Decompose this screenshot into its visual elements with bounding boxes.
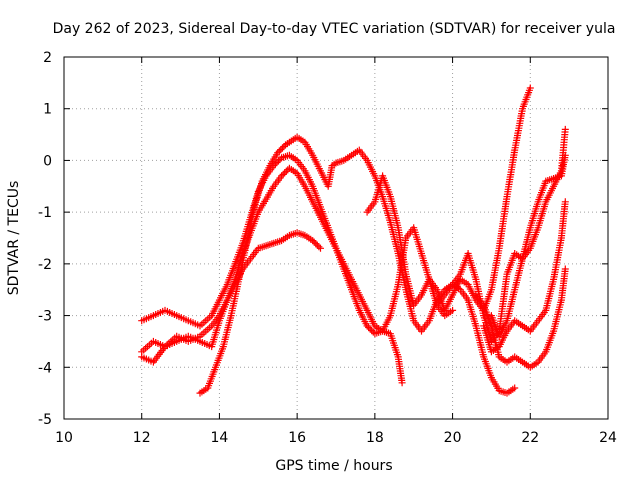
x-tick-label: 14 [211,430,229,446]
data-points [138,84,569,397]
data-point-marker [275,157,282,165]
plot-frame [63,56,609,420]
x-tick-label: 20 [444,430,462,446]
data-point-marker [368,327,376,335]
data-point-marker [313,241,321,249]
series-track-3 [138,151,457,338]
series-track-9 [487,151,569,340]
x-tick-label: 16 [288,430,306,446]
data-point-marker [275,147,283,155]
y-tick-label: -1 [38,205,52,221]
series-track-4 [196,133,519,397]
y-tick-label: -2 [38,257,52,273]
data-point-marker [561,151,569,159]
data-point-marker [561,125,569,133]
x-tick-label: 18 [366,430,384,446]
data-point-marker [449,306,457,314]
data-point-marker [315,243,323,251]
data-point-marker [366,325,374,333]
y-tick-label: -3 [38,309,52,325]
data-point-marker [282,167,290,175]
data-point-marker [363,322,371,330]
y-axis-label: SDTVAR / TECUs [6,181,22,296]
y-tick-label: -4 [38,360,52,376]
data-point-marker [317,244,324,252]
y-tick-label: -5 [38,412,52,428]
x-tick-label: 10 [55,430,73,446]
data-point-marker [561,265,569,273]
x-tick-label: 22 [521,430,539,446]
data-point-marker [561,198,569,206]
data-point-marker [309,237,317,245]
data-point-marker [277,146,285,154]
data-point-marker [398,379,406,387]
x-tick-label: 24 [599,430,617,446]
series-track-2 [138,164,406,387]
data-point-marker [278,144,286,152]
data-point-marker [312,240,320,248]
data-point-marker [281,169,289,177]
series-track-8 [480,198,569,356]
data-point-marker [273,159,281,166]
y-tick-label: 1 [43,102,52,118]
x-tick-label: 12 [133,430,151,446]
data-point-marker [279,170,287,178]
x-axis-label: GPS time / hours [275,458,392,474]
data-point-marker [526,84,534,92]
data-point-marker [278,172,286,180]
series-track-5 [363,84,534,314]
y-tick-label: 2 [43,50,52,66]
data-point-marker [274,149,282,157]
data-point-marker [365,324,373,331]
y-tick-label: 0 [43,153,52,169]
data-point-marker [511,384,519,392]
data-point-marker [310,238,318,246]
chart-title: Day 262 of 2023, Sidereal Day-to-day VTE… [53,21,616,37]
